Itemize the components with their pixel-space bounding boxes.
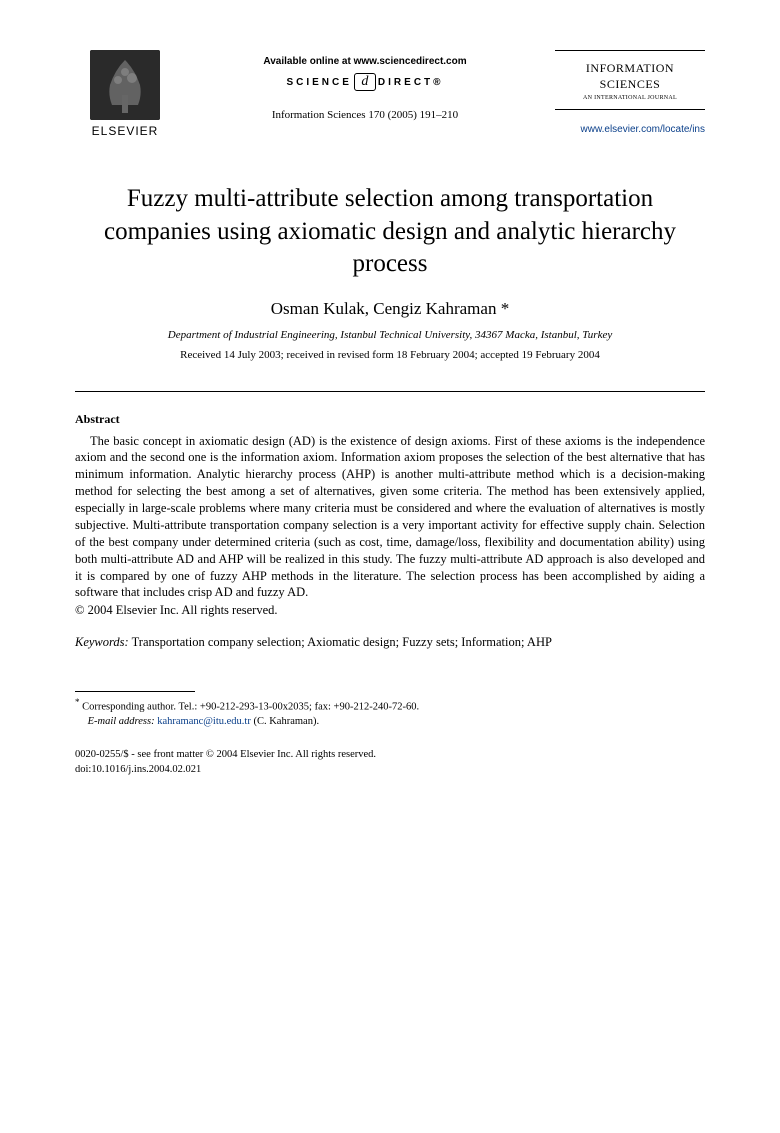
citation-line: Information Sciences 170 (2005) 191–210 — [175, 109, 555, 121]
author-email-link[interactable]: kahramanc@itu.edu.tr — [157, 716, 251, 727]
corresponding-author-footnote: * Corresponding author. Tel.: +90-212-29… — [75, 696, 705, 730]
article-affiliation: Department of Industrial Engineering, Is… — [75, 329, 705, 341]
journal-locate-url[interactable]: www.elsevier.com/locate/ins — [555, 124, 705, 135]
journal-name: INFORMATION SCIENCES — [557, 61, 703, 92]
sd-at-icon: d — [354, 73, 376, 91]
sd-text-right: DIRECT® — [378, 77, 444, 88]
footnote-corr-text: Corresponding author. Tel.: +90-212-293-… — [82, 702, 419, 713]
abstract-body: The basic concept in axiomatic design (A… — [75, 433, 705, 602]
abstract-copyright: © 2004 Elsevier Inc. All rights reserved… — [75, 603, 705, 618]
footnote-divider — [75, 691, 195, 692]
sciencedirect-logo: SCIENCE d DIRECT® — [175, 73, 555, 91]
header-center: Available online at www.sciencedirect.co… — [175, 50, 555, 121]
keywords-block: Keywords: Transportation company selecti… — [75, 634, 705, 651]
publisher-block: ELSEVIER — [75, 50, 175, 138]
page-footer: 0020-0255/$ - see front matter © 2004 El… — [75, 748, 705, 777]
footer-front-matter: 0020-0255/$ - see front matter © 2004 El… — [75, 748, 705, 763]
article-dates: Received 14 July 2003; received in revis… — [75, 349, 705, 361]
header-right: INFORMATION SCIENCES AN INTERNATIONAL JO… — [555, 50, 705, 135]
journal-subtitle: AN INTERNATIONAL JOURNAL — [557, 95, 703, 101]
section-divider — [75, 391, 705, 392]
keywords-text: Transportation company selection; Axioma… — [129, 635, 552, 649]
journal-title-box: INFORMATION SCIENCES AN INTERNATIONAL JO… — [555, 50, 705, 110]
email-suffix: (C. Kahraman). — [251, 716, 319, 727]
abstract-heading: Abstract — [75, 412, 705, 427]
publisher-label: ELSEVIER — [92, 124, 159, 138]
article-title: Fuzzy multi-attribute selection among tr… — [75, 183, 705, 281]
email-label: E-mail address: — [88, 716, 155, 727]
article-authors: Osman Kulak, Cengiz Kahraman * — [75, 299, 705, 319]
footer-doi: doi:10.1016/j.ins.2004.02.021 — [75, 763, 705, 778]
elsevier-tree-logo — [90, 50, 160, 120]
keywords-label: Keywords: — [75, 635, 129, 649]
header-row: ELSEVIER Available online at www.science… — [75, 50, 705, 138]
available-online-text: Available online at www.sciencedirect.co… — [175, 56, 555, 67]
footnote-star-icon: * — [75, 697, 80, 707]
sd-text-left: SCIENCE — [286, 77, 351, 88]
